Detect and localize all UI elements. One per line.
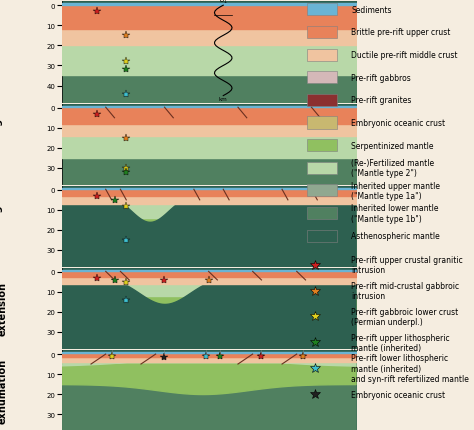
Text: Sondalo: Sondalo xyxy=(290,282,315,286)
FancyBboxPatch shape xyxy=(307,4,337,16)
FancyBboxPatch shape xyxy=(307,162,337,175)
Text: Upper
Platta: Upper Platta xyxy=(211,276,230,286)
Text: Hyper-
extension: Hyper- extension xyxy=(0,281,8,335)
FancyBboxPatch shape xyxy=(307,207,337,219)
Text: Inherited lower mantle
("Mantle type 1b"): Inherited lower mantle ("Mantle type 1b"… xyxy=(351,204,438,223)
Text: Pre-rift gabbros: Pre-rift gabbros xyxy=(351,74,411,83)
FancyBboxPatch shape xyxy=(307,27,337,39)
Text: Stetching: Stetching xyxy=(0,118,2,171)
Text: Mantle
exhumation: Mantle exhumation xyxy=(0,358,8,423)
Text: Chenallet: Chenallet xyxy=(149,282,180,286)
Text: (Re-)Fertilized mantle
("Mantle type 2"): (Re-)Fertilized mantle ("Mantle type 2") xyxy=(351,159,434,178)
Text: Pre-rift upper crustal granitic intrusion: Pre-rift upper crustal granitic intrusio… xyxy=(351,255,463,275)
FancyBboxPatch shape xyxy=(307,117,337,129)
Text: Pre-rift granites: Pre-rift granites xyxy=(351,96,411,105)
FancyBboxPatch shape xyxy=(307,185,337,197)
Text: Tasna
(projected): Tasna (projected) xyxy=(94,276,129,286)
FancyBboxPatch shape xyxy=(307,140,337,152)
Text: km: km xyxy=(219,96,228,101)
Text: Pre-rift gabbroic lower crust (Permian underpl.): Pre-rift gabbroic lower crust (Permian u… xyxy=(351,307,458,326)
Text: $\sigma_1$: $\sigma_1$ xyxy=(219,0,228,6)
Text: Ductile pre-rift middle crust: Ductile pre-rift middle crust xyxy=(351,51,457,60)
Text: Asthenospheric mantle: Asthenospheric mantle xyxy=(351,232,440,240)
FancyBboxPatch shape xyxy=(307,95,337,107)
Text: Pre-rift upper lithospheric mantle (inherited): Pre-rift upper lithospheric mantle (inhe… xyxy=(351,333,450,352)
Text: Lower
Platta: Lower Platta xyxy=(196,276,215,286)
FancyBboxPatch shape xyxy=(307,230,337,242)
Text: Necking: Necking xyxy=(0,204,2,249)
Text: Sediments: Sediments xyxy=(351,6,392,15)
Text: Pre-rift mid-crustal gabbroic intrusion: Pre-rift mid-crustal gabbroic intrusion xyxy=(351,281,459,301)
Text: Embryonic oceanic crust: Embryonic oceanic crust xyxy=(351,390,445,399)
Text: Embryonic oceanic crust: Embryonic oceanic crust xyxy=(351,119,445,128)
Text: Inherited upper mantle
("Mantle type 1a"): Inherited upper mantle ("Mantle type 1a"… xyxy=(351,181,440,201)
Text: Pre-rift lower lithospheric mantle (inherited)
and syn-rift refertilized mantle: Pre-rift lower lithospheric mantle (inhe… xyxy=(351,353,469,383)
Text: Bernina: Bernina xyxy=(249,282,273,286)
FancyBboxPatch shape xyxy=(307,72,337,84)
Text: Serpentinized mantle: Serpentinized mantle xyxy=(351,141,434,150)
Text: Brittle pre-rift upper crust: Brittle pre-rift upper crust xyxy=(351,28,450,37)
Text: Pre-rift: Pre-rift xyxy=(0,32,2,72)
FancyBboxPatch shape xyxy=(307,49,337,61)
